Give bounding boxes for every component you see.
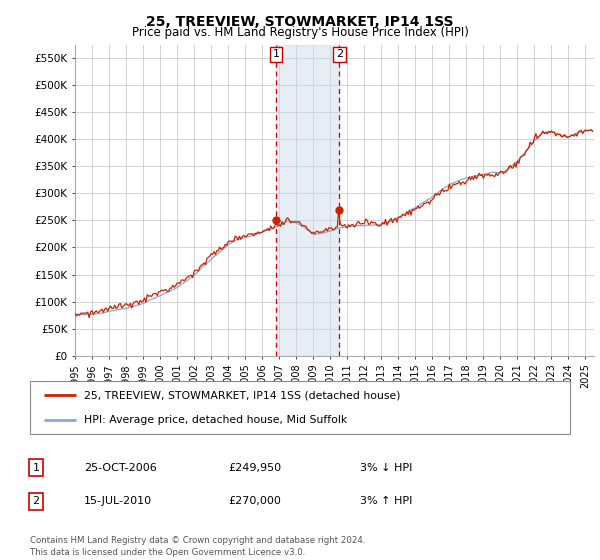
Text: HPI: Average price, detached house, Mid Suffolk: HPI: Average price, detached house, Mid …	[84, 414, 347, 424]
Text: 25, TREEVIEW, STOWMARKET, IP14 1SS (detached house): 25, TREEVIEW, STOWMARKET, IP14 1SS (deta…	[84, 390, 401, 400]
Bar	[276, 45, 340, 356]
Text: £249,950: £249,950	[228, 463, 281, 473]
Text: 3% ↓ HPI: 3% ↓ HPI	[360, 463, 412, 473]
Text: £270,000: £270,000	[228, 496, 281, 506]
Text: 15-JUL-2010: 15-JUL-2010	[84, 496, 152, 506]
Text: 1: 1	[32, 463, 40, 473]
Text: Contains HM Land Registry data © Crown copyright and database right 2024.
This d: Contains HM Land Registry data © Crown c…	[30, 536, 365, 557]
Text: 1: 1	[272, 49, 280, 59]
Text: 3% ↑ HPI: 3% ↑ HPI	[360, 496, 412, 506]
Text: 2: 2	[336, 49, 343, 59]
Text: 25, TREEVIEW, STOWMARKET, IP14 1SS: 25, TREEVIEW, STOWMARKET, IP14 1SS	[146, 15, 454, 29]
Text: 2: 2	[32, 496, 40, 506]
Text: Price paid vs. HM Land Registry's House Price Index (HPI): Price paid vs. HM Land Registry's House …	[131, 26, 469, 39]
Text: 25-OCT-2006: 25-OCT-2006	[84, 463, 157, 473]
